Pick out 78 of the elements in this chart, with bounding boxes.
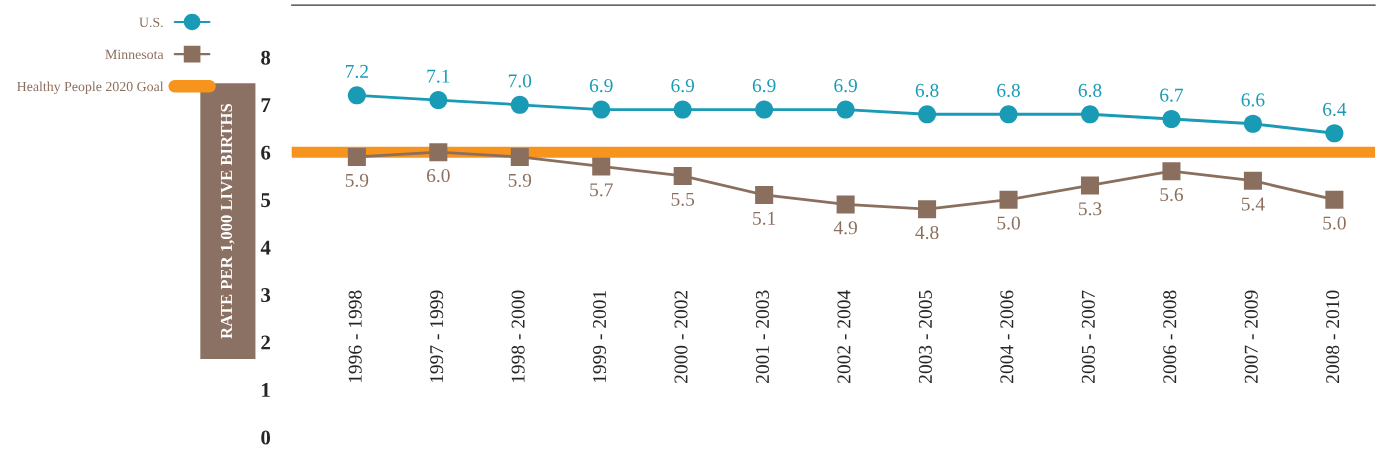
point xyxy=(592,157,611,176)
y-tick-label: 1 xyxy=(262,383,270,397)
data-label: 5.0 xyxy=(1323,216,1346,230)
data-label: 5.9 xyxy=(345,173,369,187)
x-tick-label: 1999 - 2001 xyxy=(592,291,607,383)
point xyxy=(836,195,855,214)
point xyxy=(347,86,366,105)
y-tick-label: 5 xyxy=(261,193,271,208)
x-tick-label: 1997 - 1999 xyxy=(430,290,444,383)
data-label: 6.7 xyxy=(1160,88,1184,102)
point xyxy=(755,100,774,119)
point xyxy=(999,190,1018,209)
y-tick-label: 0 xyxy=(261,430,271,445)
x-tick-label: 2002 - 2004 xyxy=(837,290,851,383)
point xyxy=(1162,109,1181,129)
point xyxy=(1080,176,1100,195)
point xyxy=(755,185,774,204)
x-tick-label: 1996 - 1998 xyxy=(348,290,362,383)
data-label: 5.5 xyxy=(671,192,695,206)
legend-label: U.S. xyxy=(139,17,163,28)
data-label: 6.9 xyxy=(589,79,613,93)
point xyxy=(1325,190,1344,209)
y-tick-label: 4 xyxy=(260,240,271,255)
data-label: 6.8 xyxy=(1078,83,1102,97)
data-label: 5.9 xyxy=(508,173,532,187)
x-tick-label: 2007 - 2009 xyxy=(1244,290,1258,383)
data-label: 5.0 xyxy=(997,216,1020,230)
y-tick-label: 6 xyxy=(261,145,271,160)
data-label: 7.1 xyxy=(427,69,450,83)
x-tick-label: 2005 - 2007 xyxy=(1081,290,1095,383)
point xyxy=(836,100,855,119)
data-label: 6.9 xyxy=(752,79,776,93)
data-label: 7.2 xyxy=(345,64,368,78)
data-label: 5.3 xyxy=(1078,202,1102,216)
data-label: 5.4 xyxy=(1241,197,1265,211)
data-label: 7.0 xyxy=(508,74,532,88)
point xyxy=(673,166,692,185)
x-tick-label: 2006 - 2008 xyxy=(1163,290,1177,383)
legend-label: Healthy People 2020 Goal xyxy=(17,81,164,95)
y-tick-label: 3 xyxy=(261,288,271,303)
data-label: 6.8 xyxy=(915,83,939,97)
x-tick-label: 1998 - 2000 xyxy=(511,290,525,383)
point xyxy=(918,200,937,219)
point xyxy=(592,100,611,119)
y-tick-label: 8 xyxy=(261,50,271,65)
y-tick-label: 2 xyxy=(261,335,270,350)
point xyxy=(1080,105,1100,124)
data-label: 4.9 xyxy=(833,221,857,235)
point xyxy=(918,105,937,124)
x-tick-label: 2003 - 2005 xyxy=(918,290,932,383)
data-label: 5.7 xyxy=(590,183,613,197)
data-label: 6.8 xyxy=(997,83,1020,97)
data-label: 5.6 xyxy=(1160,188,1184,202)
point xyxy=(510,147,529,167)
x-tick-label: 2008 - 2010 xyxy=(1326,290,1340,383)
point xyxy=(1243,114,1262,133)
point xyxy=(429,143,448,162)
point xyxy=(429,90,448,110)
data-label: 6.4 xyxy=(1323,102,1347,116)
point xyxy=(1325,124,1344,143)
data-label: 6.9 xyxy=(671,79,695,93)
x-tick-label: 2000 - 2002 xyxy=(674,290,688,383)
data-label: 5.1 xyxy=(753,211,776,225)
data-label: 6.9 xyxy=(834,79,857,93)
data-label: 6.6 xyxy=(1241,93,1265,107)
data-label: 6.0 xyxy=(427,168,450,183)
point xyxy=(347,147,366,167)
y-axis-title: RATE PER 1,000 LIVE BIRTHS xyxy=(220,103,235,339)
legend-label: Minnesota xyxy=(105,49,164,60)
point xyxy=(510,95,529,114)
point xyxy=(999,105,1018,124)
point xyxy=(1243,171,1262,190)
x-tick-label: 2001 - 2003 xyxy=(755,290,770,383)
data-label: 4.8 xyxy=(915,225,939,240)
x-tick-label: 2004 - 2006 xyxy=(1000,290,1014,383)
y-tick-label: 7 xyxy=(261,98,271,112)
point xyxy=(1162,162,1181,181)
point xyxy=(673,100,692,119)
